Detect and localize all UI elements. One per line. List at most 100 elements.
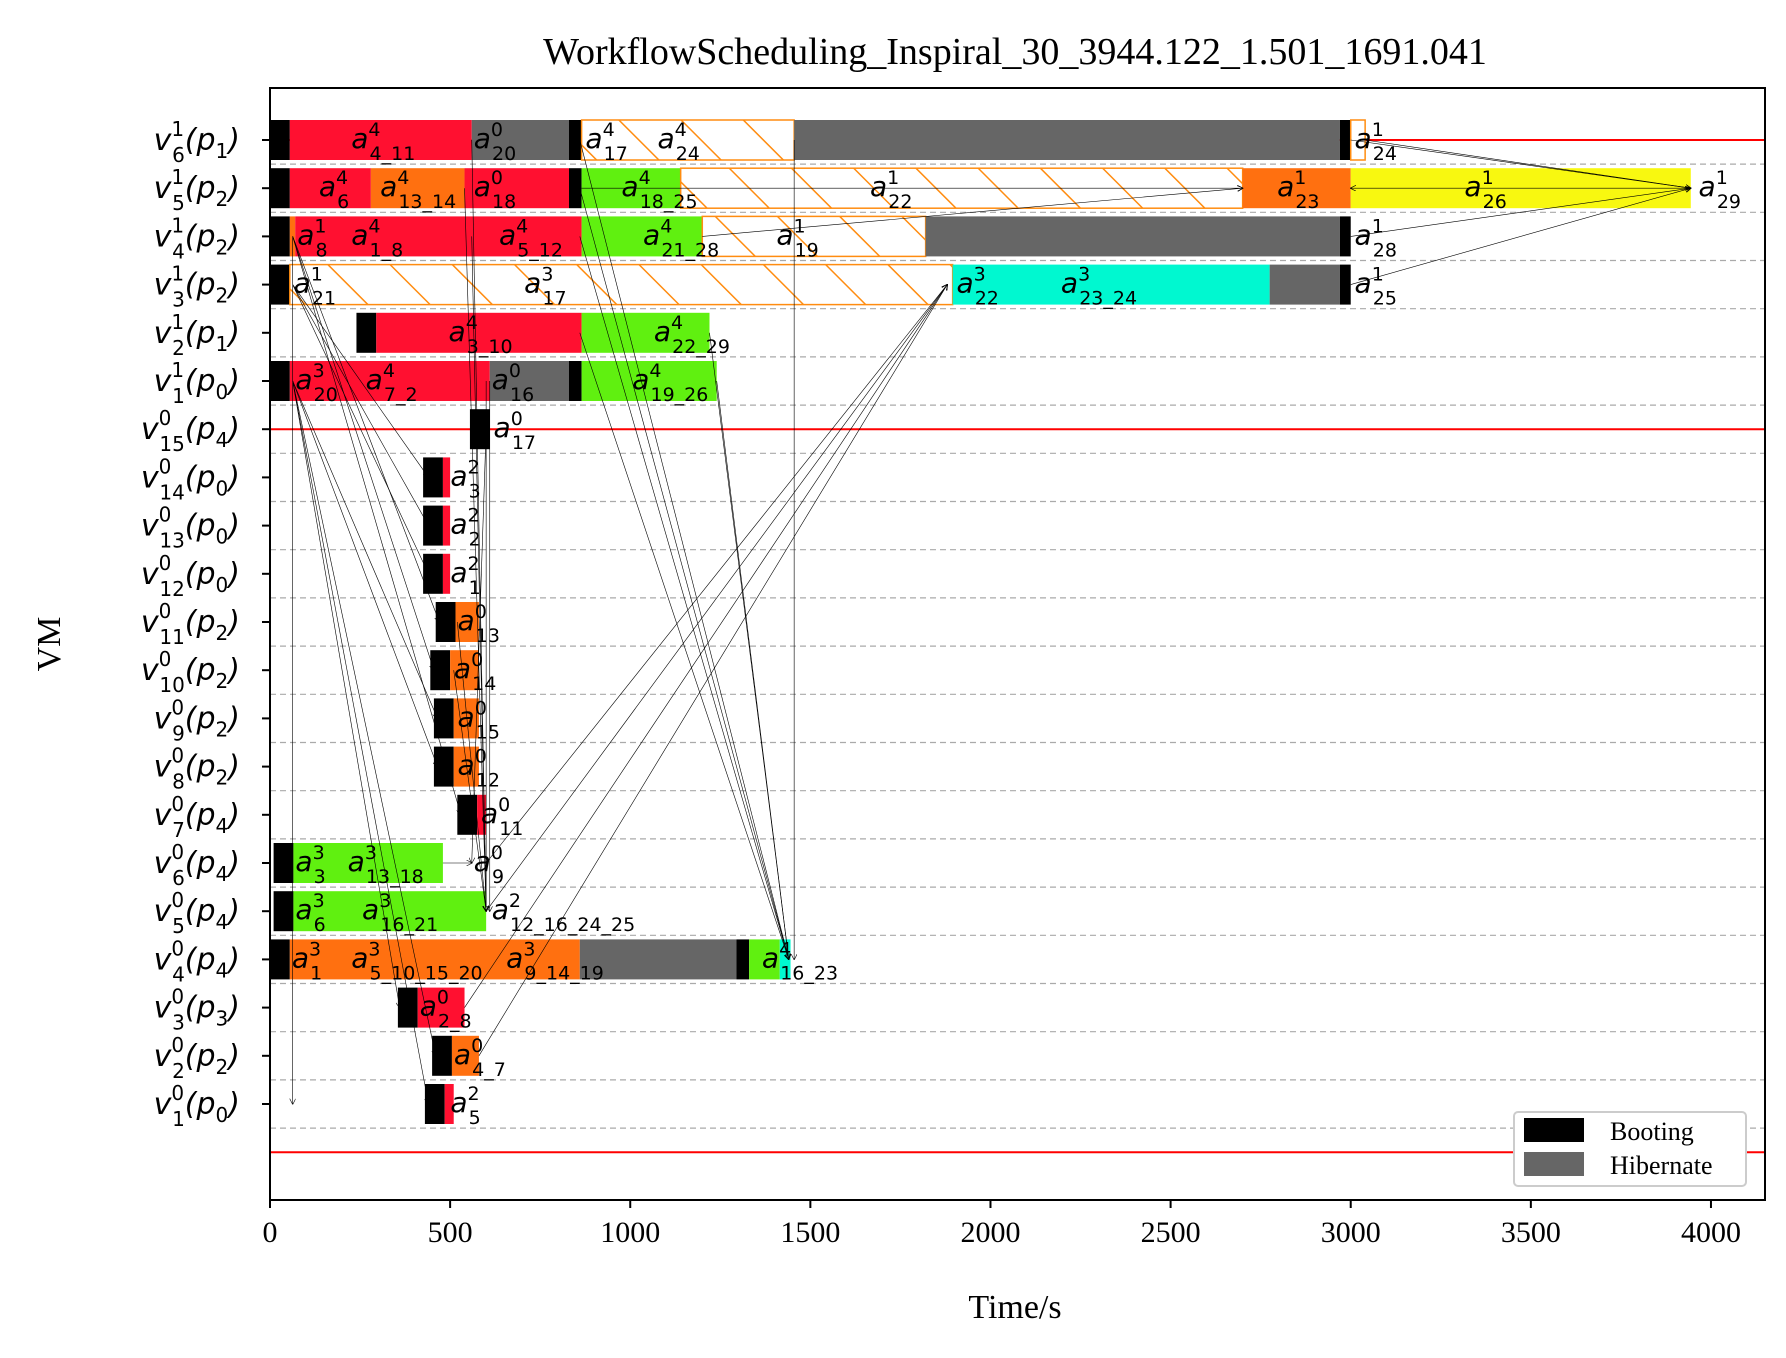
vm-row-label: v0 3(p3) xyxy=(154,985,240,1035)
task-bar xyxy=(952,264,1270,305)
task-bar xyxy=(581,361,717,401)
dependency-edge xyxy=(453,670,486,911)
task-bar xyxy=(295,216,582,257)
task-label: a2 3 xyxy=(450,456,480,502)
vm-row-label: v0 4(p4) xyxy=(154,936,240,986)
vm-row-label: v0 12(p0) xyxy=(141,551,240,601)
task-label: a3 1 xyxy=(292,938,322,984)
task-label: a3 13_18 xyxy=(348,842,424,888)
task-bar xyxy=(444,1084,454,1124)
vm-row-label: v0 14(p0) xyxy=(141,454,240,504)
task-bar xyxy=(376,312,582,353)
x-tick-label: 2500 xyxy=(1141,1216,1201,1249)
task-label: a2 5 xyxy=(450,1083,480,1129)
task-label: a4 7_2 xyxy=(366,360,418,406)
task-label: a4 1_8 xyxy=(351,215,403,261)
task-label: a4 17 xyxy=(585,119,627,165)
task-label: a3 9_14_19 xyxy=(506,938,604,984)
chart-title: WorkflowScheduling_Inspiral_30_3944.122_… xyxy=(543,31,1487,73)
hibernate-bar xyxy=(489,361,569,401)
task-label: a4 5_12 xyxy=(499,215,563,261)
dependency-edge xyxy=(292,380,438,718)
task-bar xyxy=(442,505,451,546)
task-label: a4 24 xyxy=(657,119,699,165)
booting-bar xyxy=(270,168,290,209)
vm-row-label: v1 4(p2) xyxy=(154,213,240,263)
dependency-edge xyxy=(1350,188,1691,285)
legend-swatch-booting xyxy=(1524,1118,1584,1142)
booting-bar xyxy=(423,457,443,498)
dependency-edge xyxy=(1350,139,1691,188)
dependency-edge xyxy=(292,380,438,767)
vm-row-label: v0 11(p2) xyxy=(141,599,240,649)
booting-bar xyxy=(469,409,490,450)
booting-bar xyxy=(432,1035,452,1076)
hibernate-bar xyxy=(1269,264,1340,305)
vm-row-label: v0 6(p4) xyxy=(154,840,240,890)
hatched-task-bar xyxy=(580,119,795,161)
dependency-edge xyxy=(579,139,789,959)
task-label: a4 13_14 xyxy=(380,167,456,213)
booting-bar xyxy=(433,698,454,739)
task-bar xyxy=(581,312,710,353)
task-label: a4 6 xyxy=(319,167,349,213)
task-label: a1 23 xyxy=(1277,167,1319,213)
dependency-edge xyxy=(292,380,436,1056)
dependency-edge xyxy=(471,139,486,911)
x-tick-label: 0 xyxy=(263,1216,278,1249)
task-bar xyxy=(749,939,780,980)
dependency-edge xyxy=(472,429,487,863)
booting-bar xyxy=(569,168,582,209)
vm-row-label: v0 1(p0) xyxy=(154,1081,240,1131)
task-label: a3 23_24 xyxy=(1061,264,1137,310)
dependency-edge xyxy=(292,236,461,814)
dependency-edge xyxy=(702,188,1242,237)
hibernate-bar xyxy=(925,216,1340,257)
task-label: a3 17 xyxy=(524,264,566,310)
booting-bar xyxy=(569,120,582,160)
booting-bar xyxy=(270,361,290,401)
task-label: a0 20 xyxy=(474,119,516,165)
task-label: a1 29 xyxy=(1699,167,1741,213)
booting-bar xyxy=(270,939,290,980)
legend-label-booting: Booting xyxy=(1610,1117,1694,1146)
booting-bar xyxy=(736,939,750,980)
task-label: a2 1 xyxy=(450,553,480,599)
hibernate-bar xyxy=(471,120,569,160)
task-label: a1 21 xyxy=(294,264,336,310)
dependency-edge xyxy=(292,236,440,622)
hatched-task-bar xyxy=(701,215,927,258)
x-tick-label: 3000 xyxy=(1321,1216,1381,1249)
dependency-edge xyxy=(292,284,429,574)
y-axis-label: VM xyxy=(31,617,68,672)
booting-bar xyxy=(270,120,290,160)
task-label: a0 12 xyxy=(458,746,500,792)
booting-bar xyxy=(356,312,377,353)
hibernate-bar xyxy=(794,120,1340,160)
vm-row-label: v0 13(p0) xyxy=(141,503,240,553)
vm-row-label: v0 8(p2) xyxy=(154,744,240,794)
task-label: a1 25 xyxy=(1355,264,1397,310)
dependency-edge xyxy=(292,284,429,526)
dependency-edge xyxy=(485,285,947,912)
task-bar xyxy=(451,1035,479,1076)
task-label: a0 2_8 xyxy=(420,987,472,1033)
task-label: a3 22 xyxy=(956,264,998,310)
task-bar xyxy=(455,602,479,642)
hatched-task-bar xyxy=(289,263,954,306)
task-bar xyxy=(289,939,580,980)
task-label: a4 21_28 xyxy=(643,215,719,261)
booting-bar xyxy=(423,505,443,546)
task-label: a3 20 xyxy=(295,360,337,406)
task-bar xyxy=(442,553,451,594)
task-bar xyxy=(581,216,703,257)
task-bar xyxy=(289,168,371,209)
x-tick-label: 4000 xyxy=(1681,1216,1741,1249)
vm-row-label: v1 6(p1) xyxy=(154,117,240,167)
task-label: a1 28 xyxy=(1355,215,1397,261)
task-bar xyxy=(442,457,451,498)
booting-bar xyxy=(457,794,478,835)
task-bar xyxy=(477,794,487,835)
task-label: a4 22_29 xyxy=(654,312,730,358)
booting-bar xyxy=(1339,216,1351,257)
